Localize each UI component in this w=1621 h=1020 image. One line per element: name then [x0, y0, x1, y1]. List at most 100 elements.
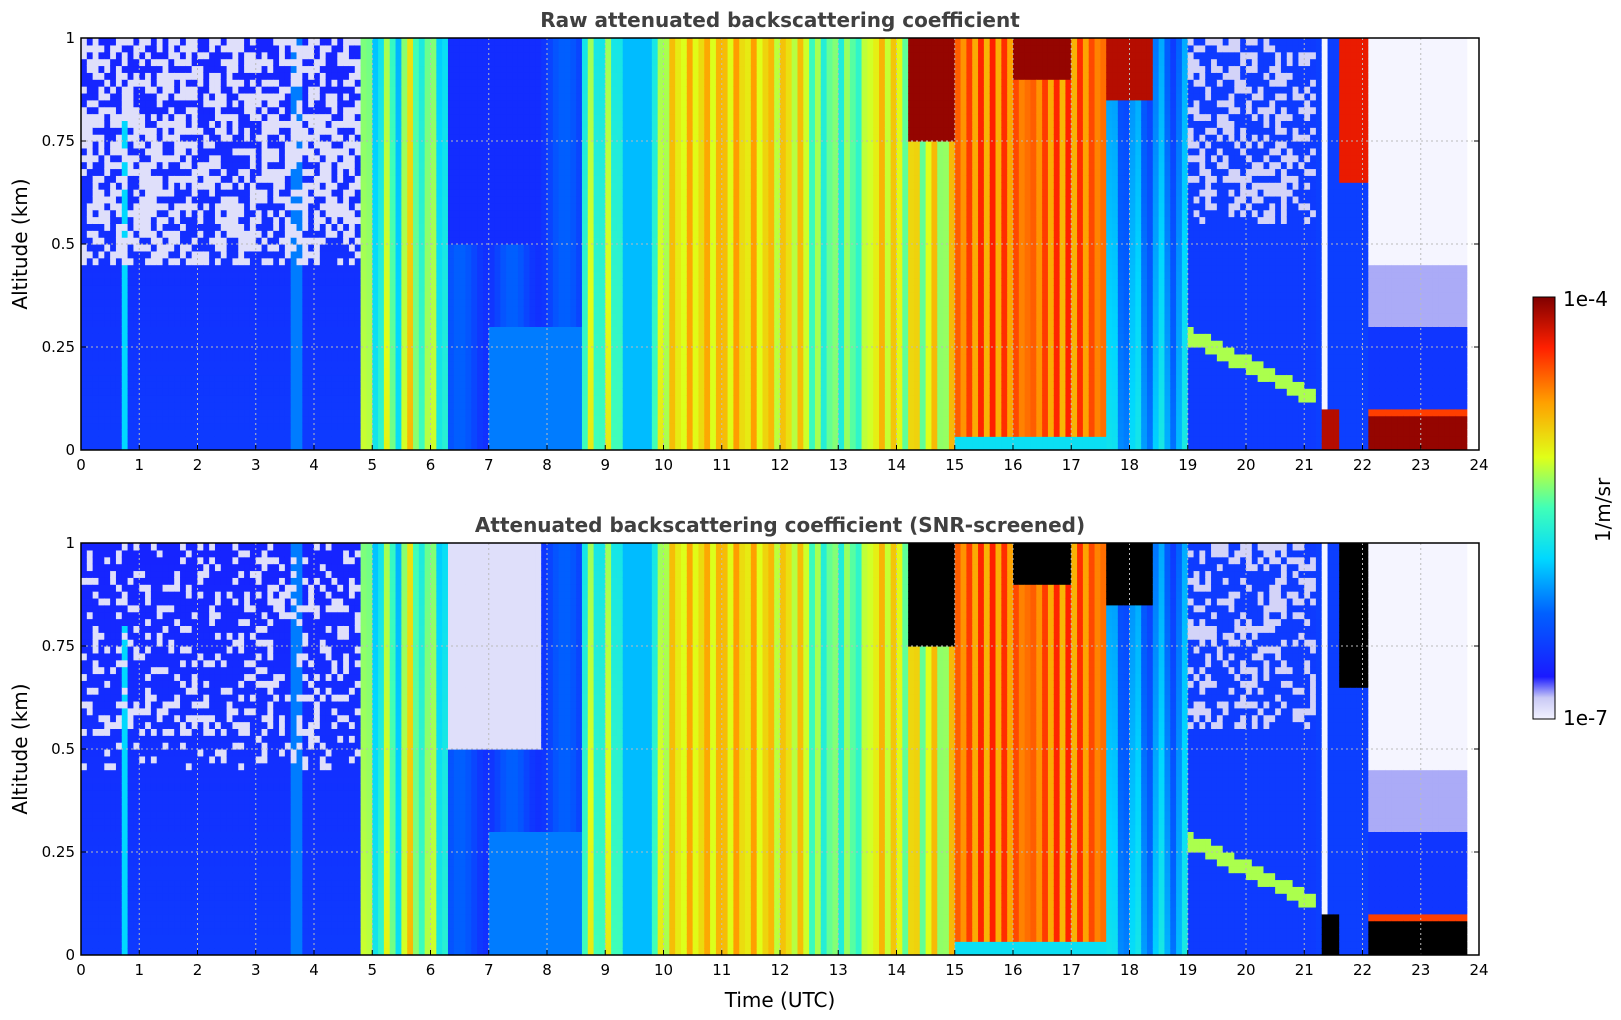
heatmap-cell — [133, 305, 140, 314]
heatmap-cell — [430, 223, 437, 231]
heatmap-cell — [401, 209, 408, 218]
heatmap-cell — [308, 278, 315, 286]
heatmap-cell — [325, 237, 333, 245]
heatmap-cell — [255, 175, 263, 183]
heatmap-cell — [249, 237, 257, 245]
heatmap-cell — [418, 278, 426, 286]
heatmap-cell — [418, 257, 426, 266]
heatmap-cell — [290, 292, 298, 300]
heatmap-cell — [430, 168, 437, 176]
heatmap-cell — [430, 51, 437, 60]
heatmap-cell — [378, 99, 385, 108]
heatmap-cell — [407, 58, 414, 67]
heatmap-cell — [127, 292, 135, 300]
heatmap-cell — [366, 182, 373, 190]
heatmap-cell — [267, 175, 274, 183]
heatmap-cell — [115, 134, 123, 142]
heatmap-cell — [325, 113, 333, 121]
heatmap-cell — [389, 285, 397, 293]
heatmap-cell — [302, 209, 309, 218]
heatmap-cell — [244, 44, 251, 53]
heatmap-cell — [314, 134, 321, 142]
heatmap-cell — [547, 271, 554, 279]
heatmap-cell — [98, 202, 105, 211]
heatmap-cell — [290, 436, 298, 444]
heatmap-cell — [249, 65, 257, 73]
heatmap-cell — [558, 202, 566, 211]
heatmap-cell — [488, 106, 496, 115]
heatmap-cell — [284, 216, 292, 224]
heatmap-cell — [529, 408, 536, 417]
heatmap-cell — [558, 422, 566, 430]
heatmap-cell — [401, 422, 408, 430]
heatmap-cell — [127, 65, 135, 73]
heatmap-cell — [494, 189, 501, 197]
heatmap-cell — [249, 38, 257, 46]
heatmap-cell — [413, 381, 420, 389]
heatmap-cell — [232, 161, 239, 170]
heatmap-cell — [115, 422, 123, 430]
heatmap-cell — [81, 298, 88, 307]
heatmap-cell — [564, 360, 571, 369]
heatmap-cell — [191, 175, 199, 183]
heatmap-cell — [447, 408, 455, 417]
heatmap-cell — [314, 250, 321, 259]
heatmap-cell — [488, 79, 496, 87]
heatmap-cell — [156, 79, 164, 87]
heatmap-cell — [209, 436, 216, 444]
heatmap-cell — [366, 72, 373, 80]
heatmap-cell — [529, 429, 536, 437]
heatmap-cell — [209, 305, 216, 314]
heatmap-cell — [523, 257, 531, 266]
heatmap-cell — [249, 408, 257, 417]
heatmap-cell — [203, 58, 210, 67]
heatmap-cell — [354, 333, 362, 341]
heatmap-cell — [145, 381, 152, 389]
heatmap-cell — [430, 38, 437, 46]
heatmap-cell — [121, 216, 129, 224]
heatmap-cell — [325, 381, 333, 389]
heatmap-cell — [226, 360, 234, 369]
heatmap-cell — [156, 127, 164, 135]
heatmap-cell — [471, 92, 478, 101]
heatmap-cell — [488, 285, 496, 293]
heatmap-cell — [81, 38, 88, 46]
heatmap-cell — [389, 147, 397, 156]
heatmap-cell — [558, 244, 566, 252]
heatmap-cell — [314, 202, 321, 211]
heatmap-cell — [203, 106, 210, 115]
heatmap-cell — [453, 312, 461, 321]
heatmap-cell — [424, 141, 432, 149]
heatmap-cell — [372, 340, 379, 348]
heatmap-cell — [244, 161, 251, 170]
heatmap-cell — [133, 367, 140, 376]
heatmap-cell — [214, 374, 222, 382]
heatmap-cell — [354, 298, 362, 307]
heatmap-cell — [145, 106, 152, 115]
heatmap-cell — [477, 113, 484, 121]
heatmap-cell — [150, 44, 158, 53]
heatmap-cell — [447, 292, 455, 300]
heatmap-cell — [168, 374, 175, 382]
heatmap-cell — [162, 340, 169, 348]
heatmap-cell — [267, 120, 274, 128]
heatmap-cell — [92, 99, 100, 108]
heatmap-cell — [81, 333, 88, 341]
heatmap-cell — [337, 223, 344, 231]
heatmap-cell — [547, 99, 554, 108]
heatmap-cell — [517, 120, 525, 128]
heatmap-cell — [121, 195, 129, 204]
heatmap-cell — [197, 340, 204, 348]
heatmap-cell — [174, 189, 181, 197]
heatmap-cell — [517, 216, 525, 224]
heatmap-cell — [500, 401, 507, 410]
heatmap-cell — [372, 79, 379, 87]
heatmap-cell — [488, 292, 496, 300]
heatmap-cell — [337, 250, 344, 259]
heatmap-cell — [465, 292, 472, 300]
heatmap-cell — [471, 292, 478, 300]
heatmap-cell — [418, 58, 426, 67]
heatmap-cell — [512, 429, 519, 437]
heatmap-cell — [378, 182, 385, 190]
heatmap-cell — [180, 388, 187, 396]
